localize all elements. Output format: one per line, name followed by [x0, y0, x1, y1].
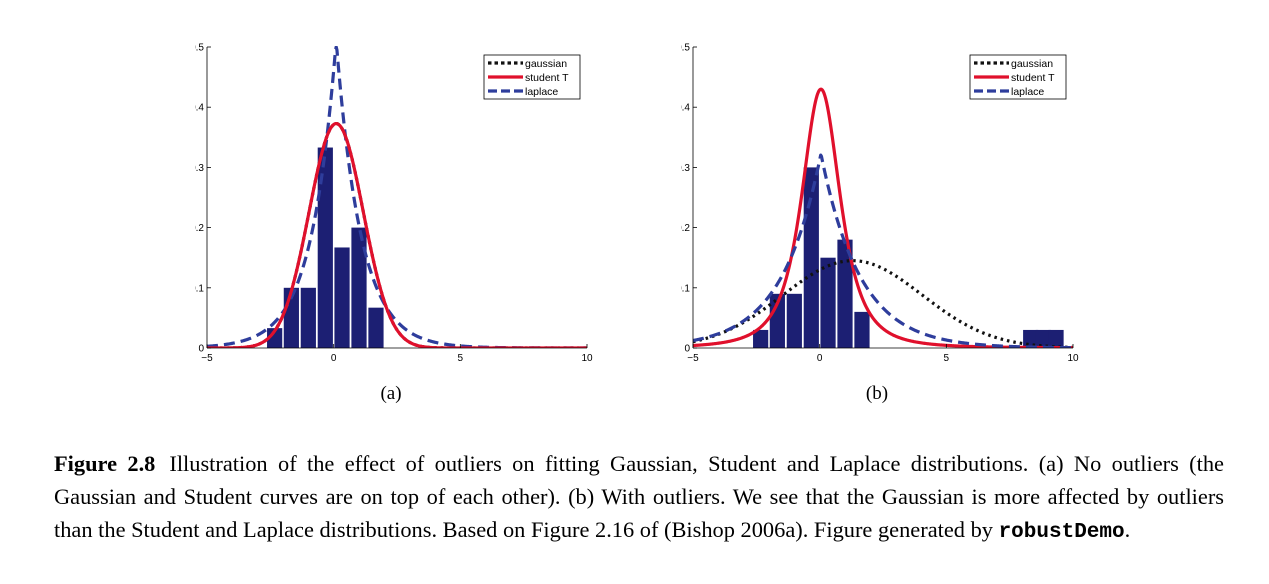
histogram-bar	[1048, 329, 1064, 348]
caption-end: .	[1124, 517, 1131, 542]
y-tick-label: 0.4	[195, 103, 204, 114]
x-tick-label: 10	[1067, 353, 1079, 364]
histogram-bar	[786, 293, 802, 348]
y-tick-label: 0.3	[681, 163, 690, 174]
caption-text: Illustration of the effect of outliers o…	[54, 451, 1224, 542]
y-tick-label: 0.3	[195, 163, 204, 174]
histogram-bar	[1035, 329, 1051, 348]
student-curve	[207, 121, 587, 348]
histogram-bar	[837, 239, 853, 348]
histogram-bar	[317, 147, 333, 348]
histogram-bar	[753, 329, 769, 348]
histogram-bar	[803, 167, 819, 348]
y-tick-label: 0	[198, 344, 204, 355]
histogram-bar	[854, 311, 870, 348]
figure-label: Figure 2.8	[54, 451, 156, 476]
y-tick-label: 0.1	[195, 283, 204, 294]
legend-label-gaussian: gaussian	[1011, 58, 1053, 70]
histogram-bar	[769, 293, 785, 348]
y-tick-label: 0.5	[681, 43, 690, 54]
gaussian-curve	[207, 121, 587, 348]
histogram-bar	[334, 247, 350, 348]
x-tick-label: 0	[331, 353, 337, 364]
y-tick-label: 0	[684, 344, 690, 355]
histogram-bar	[300, 287, 316, 348]
figure-caption: Figure 2.8 Illustration of the effect of …	[54, 447, 1224, 549]
y-tick-label: 0.2	[195, 223, 204, 234]
legend-label-student: student T	[1011, 72, 1055, 84]
subfigure-label: (b)	[866, 383, 888, 404]
y-tick-label: 0.4	[681, 103, 690, 114]
laplace-curve	[693, 153, 1073, 348]
x-tick-label: 0	[817, 353, 823, 364]
histogram-bar	[351, 227, 367, 348]
histogram-bar	[267, 328, 283, 348]
legend-label-gaussian: gaussian	[525, 58, 567, 70]
legend-label-laplace: laplace	[1011, 86, 1044, 98]
x-tick-label: 5	[944, 353, 950, 364]
subfigure-label: (a)	[380, 383, 401, 404]
x-tick-label: −5	[687, 353, 699, 364]
legend-label-laplace: laplace	[525, 86, 558, 98]
histogram-bar	[820, 257, 836, 348]
histogram-bar	[368, 307, 384, 348]
legend-label-student: student T	[525, 72, 569, 84]
y-tick-label: 0.2	[681, 223, 690, 234]
x-tick-label: −5	[201, 353, 213, 364]
x-tick-label: 10	[581, 353, 593, 364]
y-tick-label: 0.1	[681, 283, 690, 294]
x-tick-label: 5	[458, 353, 464, 364]
y-tick-label: 0.5	[195, 43, 204, 54]
caption-code: robustDemo	[998, 521, 1125, 544]
